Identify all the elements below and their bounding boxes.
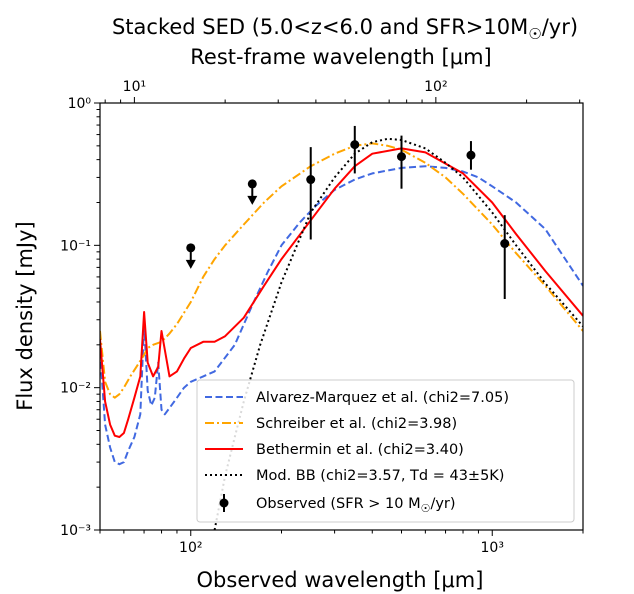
observed-point (306, 175, 316, 185)
legend-label-1: Alvarez-Marquez et al. (chi2=7.05) (256, 390, 509, 406)
upper-limit-arrow (185, 259, 196, 269)
y-tick-label: 10⁻¹ (60, 238, 91, 254)
upper-limit-arrow (247, 195, 258, 205)
legend-label-observed: Observed (SFR > 10 M☉/yr) (256, 496, 456, 515)
top-axis-label: Rest-frame wavelength [μm] (190, 45, 491, 69)
legend-box (196, 379, 575, 523)
chart-title-tail: /yr) (542, 15, 578, 39)
observed-point (350, 140, 360, 150)
legend-label-3: Bethermin et al. (chi2=3.40) (256, 442, 464, 458)
observed-point (396, 152, 406, 162)
legend-entries: Alvarez-Marquez et al. (chi2=7.05) Schrei… (205, 390, 509, 515)
observed-point (186, 243, 196, 253)
y-tick-label: 10⁰ (68, 96, 92, 112)
plot-frame (99, 102, 584, 531)
legend-label-4: Mod. BB (chi2=3.57, Td = 43±5K) (256, 468, 504, 484)
legend: Alvarez-Marquez et al. (chi2=7.05) Schrei… (196, 379, 575, 523)
y-axis-label: Flux density [mJy] (13, 221, 37, 410)
x-tick-label: 10² (179, 540, 202, 556)
observed-points-layer (185, 125, 510, 299)
legend-swatch-observed-dot (219, 498, 229, 508)
observed-point (466, 150, 476, 160)
series-line-3 (100, 147, 583, 438)
y-tick-label: 10⁻² (60, 381, 91, 397)
y-tick-label: 10⁻³ (60, 523, 91, 539)
chart-title-sun: ☉ (528, 25, 541, 43)
legend-label-2: Schreiber et al. (chi2=3.98) (256, 416, 457, 432)
top-tick-label: 10² (424, 79, 447, 95)
top-tick-label: 10¹ (123, 79, 146, 95)
series-line-2 (100, 142, 583, 399)
observed-point (247, 179, 257, 189)
observed-point (500, 239, 510, 249)
chart-title-main: Stacked SED (5.0<z<6.0 and SFR>10M (112, 15, 528, 39)
x-tick-label: 10³ (481, 540, 504, 556)
series-line-1 (100, 165, 583, 466)
ticks-layer: 10² 10³ 10¹ 10² 10⁻³ 10⁻² 10⁻¹ 10⁰ (60, 79, 584, 556)
chart-title: Stacked SED (5.0<z<6.0 and SFR>10M☉/yr) (112, 15, 578, 43)
x-axis-label: Observed wavelength [μm] (197, 568, 484, 592)
